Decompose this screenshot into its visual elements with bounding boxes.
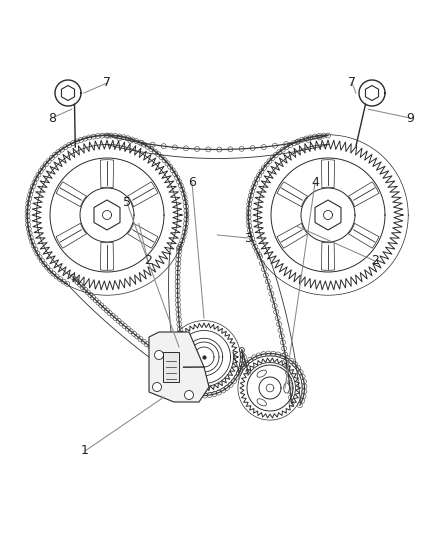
Polygon shape (349, 182, 379, 207)
Polygon shape (349, 223, 379, 248)
Text: 9: 9 (406, 111, 414, 125)
FancyBboxPatch shape (163, 352, 179, 382)
Polygon shape (100, 160, 113, 188)
Text: 6: 6 (188, 176, 196, 190)
Polygon shape (277, 223, 307, 248)
Polygon shape (100, 242, 113, 270)
Circle shape (155, 351, 163, 359)
Polygon shape (56, 182, 87, 207)
Text: 2: 2 (144, 254, 152, 268)
Polygon shape (277, 182, 307, 207)
Circle shape (152, 383, 162, 392)
Polygon shape (315, 200, 341, 230)
Text: 7: 7 (103, 77, 111, 90)
Text: 1: 1 (81, 445, 89, 457)
Text: 8: 8 (48, 111, 56, 125)
Text: 7: 7 (348, 77, 356, 90)
Polygon shape (127, 223, 158, 248)
Polygon shape (127, 182, 158, 207)
Ellipse shape (257, 399, 266, 406)
Text: 4: 4 (311, 176, 319, 190)
Polygon shape (321, 160, 335, 188)
Text: 2: 2 (371, 254, 379, 268)
Polygon shape (56, 223, 87, 248)
Polygon shape (365, 85, 378, 101)
Text: 5: 5 (123, 197, 131, 209)
Ellipse shape (284, 383, 290, 393)
Polygon shape (149, 332, 209, 402)
Polygon shape (94, 200, 120, 230)
Text: 3: 3 (244, 231, 252, 245)
Circle shape (184, 391, 194, 400)
Ellipse shape (257, 370, 266, 377)
Polygon shape (321, 242, 335, 270)
Polygon shape (61, 85, 74, 101)
